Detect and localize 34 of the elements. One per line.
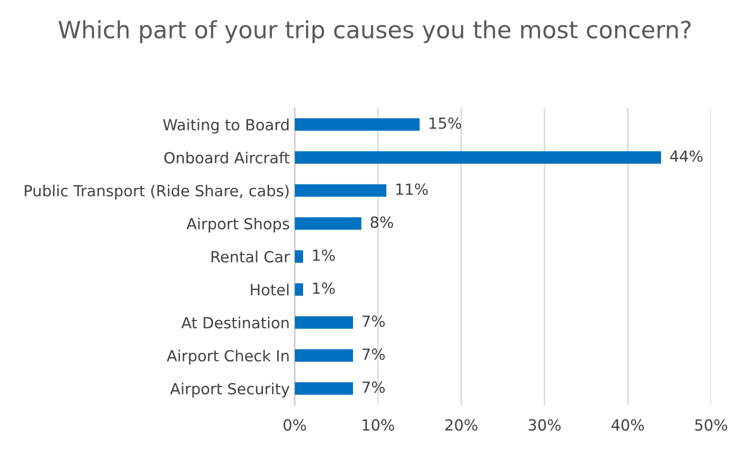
x-tick-label: 40% — [612, 419, 644, 431]
bar — [294, 250, 304, 263]
data-label: 7% — [362, 315, 385, 327]
bar — [294, 118, 420, 131]
bar — [294, 283, 304, 296]
bar — [294, 349, 354, 362]
y-tick-label: Airport Security — [170, 382, 290, 398]
chart-title: Which part of your trip causes you the most concern? — [58, 20, 691, 44]
data-label: 11% — [396, 183, 428, 195]
y-tick-label: Waiting to Board — [163, 118, 288, 134]
y-tick-label: Airport Check In — [166, 350, 289, 364]
y-tick-label: At Destination — [181, 316, 289, 329]
bar — [294, 382, 354, 395]
y-tick-label: Hotel — [250, 284, 288, 296]
data-label: 7% — [362, 381, 385, 393]
data-label: 15% — [430, 117, 462, 129]
data-label: 44% — [670, 150, 702, 162]
data-label: 1% — [313, 249, 335, 261]
data-label: 7% — [362, 348, 385, 360]
x-tick-label: 10% — [362, 419, 394, 431]
y-tick-label: Onboard Aircraft — [164, 152, 290, 164]
y-tick-label: Public Transport (Ride Share, cabs) — [24, 184, 289, 200]
y-tick-label: Airport Shops — [186, 218, 290, 232]
data-label: 8% — [370, 216, 394, 228]
bar — [294, 217, 362, 230]
x-tick-label: 20% — [445, 419, 478, 431]
x-tick-label: 30% — [528, 419, 561, 431]
data-label: 1% — [313, 282, 335, 294]
x-tick-label: 0% — [284, 419, 306, 431]
bar — [294, 151, 662, 164]
bar — [294, 316, 354, 329]
x-tick-label: 50% — [695, 419, 728, 431]
bar — [294, 184, 386, 197]
y-tick-label: Rental Car — [212, 250, 290, 263]
